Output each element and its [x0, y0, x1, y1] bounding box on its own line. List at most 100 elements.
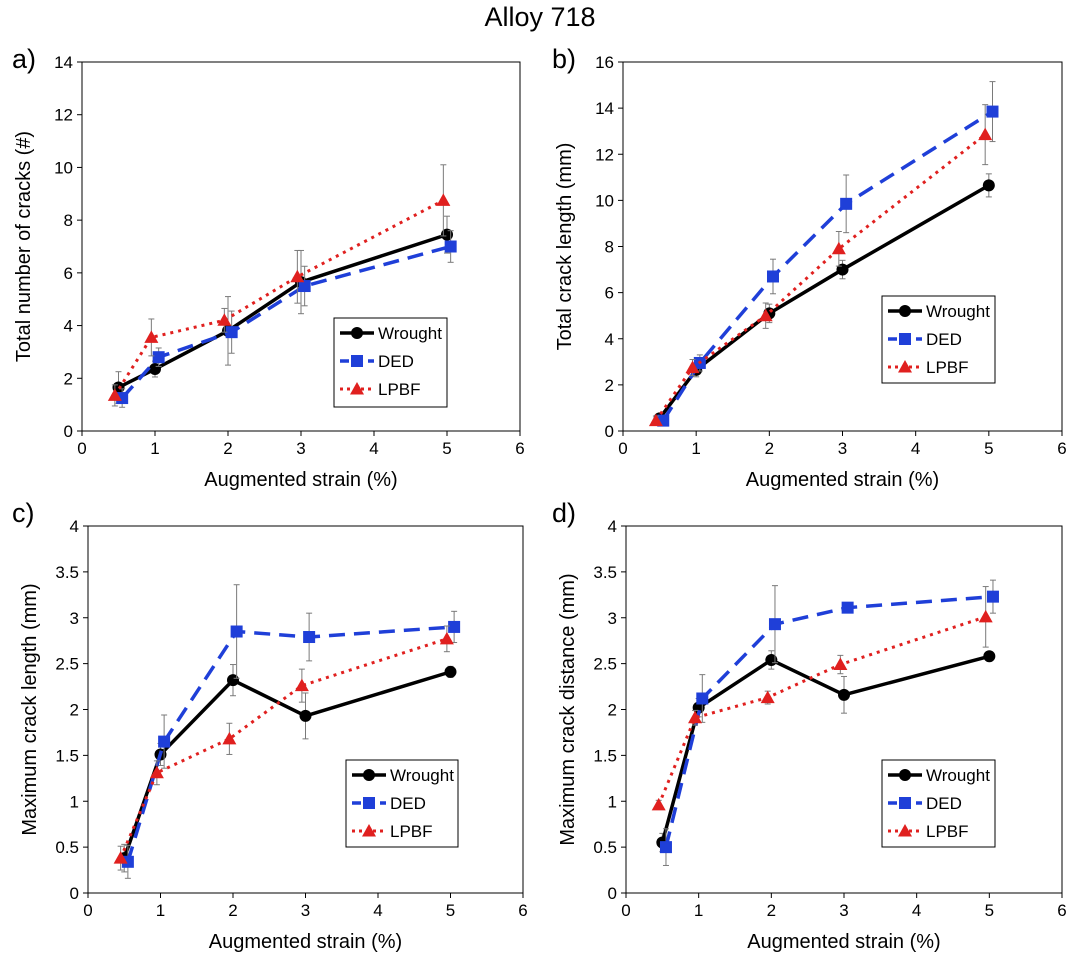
y-tick-label: 10	[595, 191, 614, 210]
data-point	[986, 105, 999, 118]
y-tick-label: 2	[608, 701, 617, 720]
y-tick-label: 4	[64, 317, 73, 336]
data-point	[290, 269, 305, 283]
legend-marker	[363, 769, 375, 781]
y-tick-label: 0	[608, 884, 617, 903]
data-point	[230, 625, 243, 638]
data-point	[836, 263, 849, 276]
chart-panel-3: c) 0 1 2 3 4 5 6 0 0.5 1 1.5 2 2.5 3 3.5 4 Augmented stra…	[12, 498, 528, 953]
legend: Wrought DED LPBF	[881, 759, 996, 848]
legend: Wrought DED LPBF	[345, 759, 459, 848]
y-tick-label: 3	[608, 609, 617, 628]
data-point	[758, 308, 773, 322]
y-tick-label: 4	[70, 517, 79, 536]
y-tick-label: 14	[54, 53, 73, 72]
legend-marker	[362, 824, 376, 837]
y-tick-label: 14	[595, 99, 614, 118]
x-tick-label: 4	[373, 901, 382, 920]
data-point	[298, 280, 311, 293]
y-tick-label: 1	[70, 792, 79, 811]
y-tick-label: 2	[64, 369, 73, 388]
x-tick-label: 3	[839, 901, 848, 920]
data-point	[766, 270, 779, 283]
legend-label: LPBF	[926, 822, 969, 841]
legend-marker	[899, 797, 911, 809]
data-point	[149, 765, 164, 779]
panel-label: a)	[12, 44, 36, 74]
data-point	[222, 731, 237, 745]
y-tick-label: 6	[605, 284, 614, 303]
data-point	[448, 620, 461, 633]
y-axis-label: Maximum crack distance (mm)	[557, 573, 579, 845]
y-axis-label: Maximum crack length (mm)	[19, 583, 41, 835]
data-point	[840, 197, 853, 210]
y-tick-label: 16	[595, 53, 614, 72]
x-tick-label: 1	[156, 901, 165, 920]
data-point	[648, 413, 663, 427]
y-tick-label: 4	[608, 517, 617, 536]
data-point	[765, 653, 778, 666]
y-tick-label: 0	[70, 884, 79, 903]
y-axis-label: Total crack length (mm)	[554, 143, 576, 351]
y-tick-label: 6	[64, 264, 73, 283]
legend-label: Wrought	[926, 766, 990, 785]
data-point	[983, 650, 996, 663]
legend-marker	[351, 355, 363, 367]
data-point	[441, 228, 453, 241]
x-tick-label: 2	[767, 901, 776, 920]
data-point	[696, 692, 709, 705]
y-tick-label: 1	[608, 792, 617, 811]
x-tick-label: 4	[369, 439, 378, 458]
data-point	[838, 688, 850, 701]
data-point	[116, 392, 129, 405]
legend: Wrought DED LPBF	[333, 317, 448, 408]
data-point	[444, 665, 457, 678]
series-lpbf	[113, 625, 454, 871]
legend-label: LPBF	[390, 822, 433, 841]
legend-marker	[350, 382, 364, 395]
y-tick-label: 2	[70, 701, 79, 720]
data-point	[768, 618, 781, 631]
x-tick-label: 5	[446, 901, 455, 920]
series-lpbf	[648, 104, 993, 427]
x-tick-label: 2	[228, 901, 237, 920]
series-lpbf	[651, 586, 993, 811]
x-tick-label: 0	[77, 439, 86, 458]
x-axis-label: Augmented strain (%)	[746, 469, 939, 491]
data-point	[982, 179, 995, 192]
x-tick-label: 2	[765, 439, 774, 458]
legend-label: DED	[378, 352, 414, 371]
x-tick-label: 0	[621, 901, 630, 920]
y-tick-label: 10	[54, 158, 73, 177]
data-point	[831, 241, 846, 255]
chart-panel-4: d) 0 1 2 3 4 5 6 0 0.5 1 1.5 2 2.5 3 3.5 4 Augmented stra…	[552, 498, 1067, 953]
x-tick-label: 6	[518, 901, 527, 920]
legend-marker	[898, 824, 912, 837]
x-tick-label: 0	[618, 439, 627, 458]
x-tick-label: 6	[1057, 439, 1066, 458]
series-line	[119, 637, 448, 859]
x-tick-label: 3	[296, 439, 305, 458]
y-tick-label: 8	[64, 211, 73, 230]
x-tick-label: 5	[984, 439, 993, 458]
data-point	[299, 709, 312, 722]
data-point	[439, 631, 454, 645]
legend-label: DED	[926, 794, 962, 813]
data-point	[436, 193, 451, 206]
x-tick-label: 5	[985, 901, 994, 920]
y-tick-label: 2.5	[55, 655, 79, 674]
legend-marker	[351, 327, 363, 339]
y-tick-label: 2.5	[593, 655, 617, 674]
y-tick-label: 4	[605, 330, 614, 349]
legend: Wrought DED LPBF	[881, 295, 996, 384]
x-tick-label: 1	[691, 439, 700, 458]
x-tick-label: 1	[694, 901, 703, 920]
y-tick-label: 0	[605, 422, 614, 441]
y-tick-label: 8	[605, 238, 614, 257]
y-tick-label: 2	[605, 376, 614, 395]
y-tick-label: 0	[64, 422, 73, 441]
x-tick-label: 0	[83, 901, 92, 920]
series-ded	[659, 579, 999, 866]
